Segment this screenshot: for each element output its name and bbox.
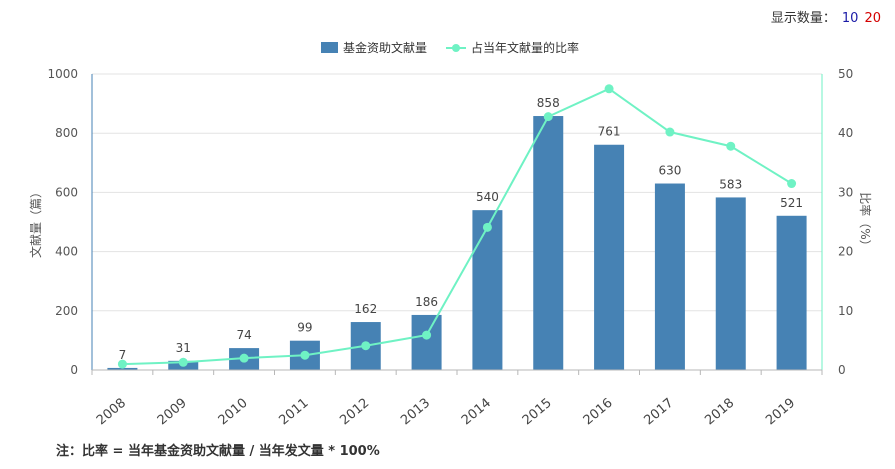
ratio-line <box>117 84 797 369</box>
y2-axis-ticks: 0 10 20 30 40 50 <box>838 67 853 377</box>
bar-value-label: 521 <box>780 196 803 210</box>
y2-tick-label: 10 <box>838 304 853 318</box>
bar-value-label: 31 <box>176 341 191 355</box>
y2-axis-title: 比率（%） <box>858 192 873 251</box>
bar[interactable] <box>411 314 442 370</box>
x-tick-label: 2010 <box>216 396 251 429</box>
bar-value-label: 74 <box>236 328 251 342</box>
ratio-point[interactable] <box>482 222 492 232</box>
bar-value-label: 186 <box>415 295 438 309</box>
y-tick-label: 800 <box>55 126 78 140</box>
ratio-point[interactable] <box>604 84 614 94</box>
x-tick-label: 2016 <box>581 396 616 429</box>
bars <box>107 116 807 370</box>
bar[interactable] <box>594 144 625 370</box>
display-count-label: 显示数量： <box>770 11 836 26</box>
x-tick-label: 2012 <box>337 396 372 429</box>
y-tick-label: 400 <box>55 245 78 259</box>
bar-value-label: 858 <box>537 96 560 110</box>
legend-bar-label: 基金资助文献量 <box>343 40 427 55</box>
bar-value-label: 583 <box>719 177 742 191</box>
y-tick-label: 1000 <box>47 67 78 81</box>
x-tick-label: 2019 <box>763 396 798 429</box>
bar[interactable] <box>715 197 746 370</box>
bar-value-label: 162 <box>354 302 377 316</box>
bar[interactable] <box>533 116 564 370</box>
footnote: 注：比率 = 当年基金资助文献量 / 当年发文量 * 100% <box>56 444 380 459</box>
x-tick-label: 2018 <box>702 396 737 429</box>
legend-line-label: 占当年文献量的比率 <box>471 40 579 55</box>
y-tick-label: 0 <box>70 363 78 377</box>
y2-tick-label: 20 <box>838 245 853 259</box>
x-axis-ticks: 2008 2009 2010 2011 2012 2013 2014 2015 2016 2017… <box>94 396 798 429</box>
bar-value-label: 540 <box>476 190 499 204</box>
ratio-line-path <box>122 87 793 366</box>
x-tick-label: 2011 <box>276 396 311 429</box>
x-tick-label: 2009 <box>155 396 190 429</box>
bar[interactable] <box>472 210 503 370</box>
bar-value-label: 7 <box>119 348 127 362</box>
display-count-option-10[interactable]: 10 <box>841 11 859 26</box>
bar-value-label: 630 <box>658 164 681 178</box>
legend-line-marker <box>452 44 460 52</box>
y2-tick-label: 0 <box>838 363 846 377</box>
legend[interactable]: 基金资助文献量 占当年文献量的比率 <box>321 40 579 55</box>
ratio-point[interactable] <box>543 112 553 122</box>
chart: 基金资助文献量 占当年文献量的比率 文献量（篇） 比率（%） 020040060… <box>28 40 873 429</box>
data-labels: 7 31 74 99 162 186 540 858 761 630 583 521 <box>119 96 803 362</box>
x-tick-label: 2017 <box>641 396 676 429</box>
bar[interactable] <box>107 367 138 370</box>
y2-tick-label: 30 <box>838 185 853 199</box>
ratio-point[interactable] <box>665 127 675 137</box>
ratio-point[interactable] <box>787 179 797 189</box>
ratio-point[interactable] <box>361 341 371 351</box>
ratio-point[interactable] <box>178 357 188 367</box>
display-count-option-20[interactable]: 20 <box>864 11 881 26</box>
legend-bar-swatch <box>321 42 338 53</box>
bar-value-label: 99 <box>297 321 312 335</box>
ratio-point[interactable] <box>422 330 432 340</box>
bar[interactable] <box>654 183 685 370</box>
gridlines <box>92 73 822 312</box>
y-tick-label: 600 <box>55 185 78 199</box>
bar-value-label: 761 <box>598 125 621 139</box>
x-tick-label: 2015 <box>520 396 555 429</box>
y2-tick-label: 50 <box>838 67 853 81</box>
x-tick-label: 2008 <box>94 396 129 429</box>
x-tick-label: 2013 <box>398 396 433 429</box>
y-axis-ticks: 0 200 400 600 800 1000 <box>47 67 78 377</box>
y2-tick-label: 40 <box>838 126 853 140</box>
ratio-point[interactable] <box>300 350 310 360</box>
x-tick-label: 2014 <box>459 396 494 429</box>
y-axis-title: 文献量（篇） <box>28 186 43 258</box>
ratio-point[interactable] <box>117 359 127 369</box>
y-tick-label: 200 <box>55 304 78 318</box>
display-count: 显示数量： 10 20 <box>765 7 881 26</box>
axes <box>91 74 823 375</box>
ratio-point[interactable] <box>239 353 249 363</box>
bar[interactable] <box>776 215 807 370</box>
ratio-point[interactable] <box>726 141 736 151</box>
